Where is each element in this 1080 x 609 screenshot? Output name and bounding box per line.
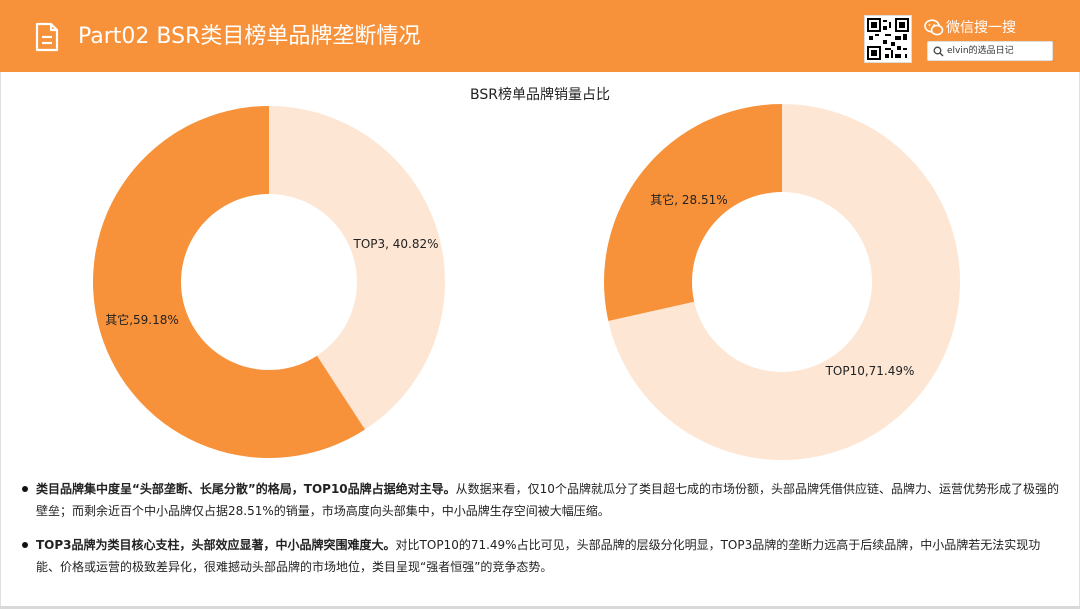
search-box[interactable]: elvin的选品日记 (927, 41, 1053, 61)
slice-label: 其它, 28.51% (650, 192, 727, 207)
donut-slice-其它 (93, 106, 365, 458)
donut-slice-TOP3 (269, 106, 446, 430)
donut-slice-其它 (604, 104, 782, 321)
search-text: elvin的选品日记 (947, 46, 1014, 56)
document-icon (35, 22, 59, 52)
bullet-bold: TOP3品牌为类目核心支柱，头部效应显著，中小品牌突围难度大。 (36, 538, 396, 552)
slice-label: 其它,59.18% (105, 312, 179, 327)
bullet-bold: 类目品牌集中度呈“头部垄断、长尾分散”的格局，TOP10品牌占据绝对主导。 (36, 482, 456, 496)
header-bar: Part02 BSR类目榜单品牌垄断情况 微信搜一搜 elvin的选品日记 (0, 0, 1080, 72)
bullet-list: 类目品牌集中度呈“头部垄断、长尾分散”的格局，TOP10品牌占据绝对主导。从数据… (22, 478, 1062, 590)
qr-code-icon (864, 15, 912, 63)
bullet-text: 对比TOP10的71.49%占比可见，头部品牌的层级分化明显，TOP3品牌的垄断… (36, 538, 1041, 574)
bullet-item: TOP3品牌为类目核心支柱，头部效应显著，中小品牌突围难度大。对比TOP10的7… (22, 534, 1062, 578)
frame-border (0, 72, 1, 609)
donut-charts: TOP3, 40.82% 其它,59.18% TOP10,71.49% 其它, 28.… (93, 104, 960, 460)
search-icon (933, 46, 944, 57)
bullet-text: 从数据来看，仅10个品牌就瓜分了类目超七成的市场份额，头部品牌凭借供应链、品牌力… (36, 482, 1059, 518)
page-title: Part02 BSR类目榜单品牌垄断情况 (78, 24, 421, 49)
slice-label: TOP10,71.49% (825, 364, 915, 378)
wechat-icon (924, 19, 944, 36)
chart-title: BSR榜单品牌销量占比 (470, 87, 610, 103)
wechat-search-label: 微信搜一搜 (924, 18, 1016, 38)
donut-slice-TOP10 (608, 104, 960, 460)
slice-label: TOP3, 40.82% (352, 237, 438, 251)
bullet-item: 类目品牌集中度呈“头部垄断、长尾分散”的格局，TOP10品牌占据绝对主导。从数据… (22, 478, 1062, 522)
wechat-label: 微信搜一搜 (946, 20, 1016, 36)
frame-border (0, 606, 1080, 609)
